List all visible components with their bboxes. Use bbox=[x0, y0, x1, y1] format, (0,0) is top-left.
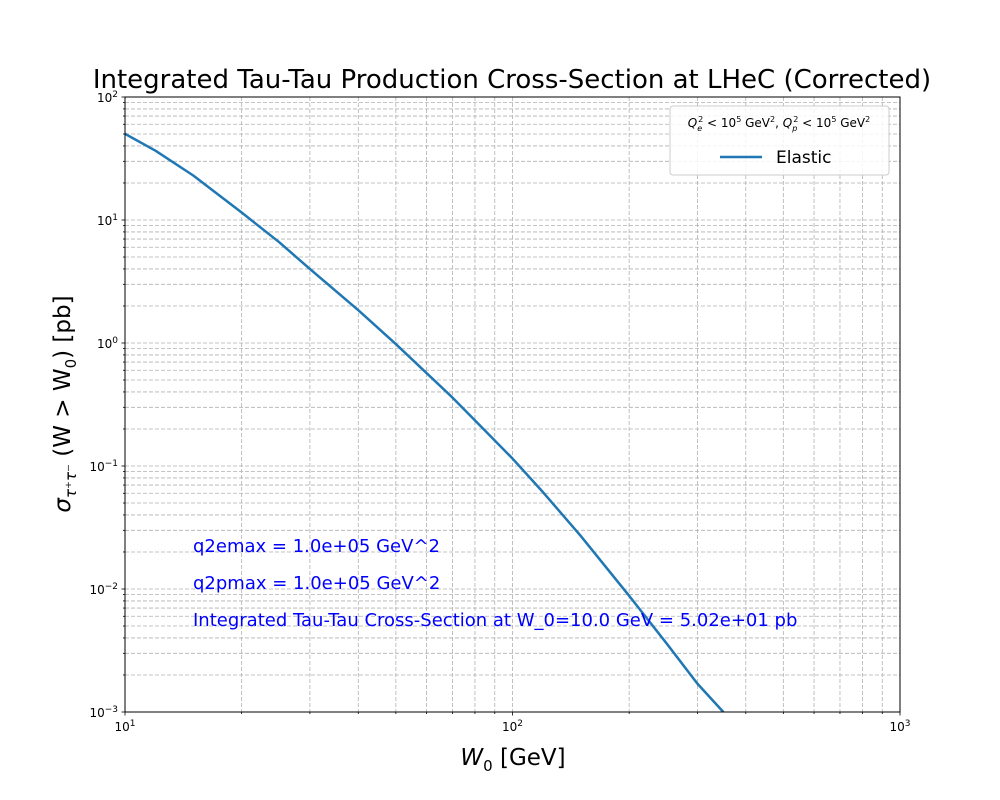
legend: Qe2 < 105 GeV2, Qp2 < 105 GeV2 Elastic bbox=[669, 105, 890, 176]
annotation-q2emax: q2emax = 1.0e+05 GeV^2 bbox=[193, 536, 440, 557]
series-layer bbox=[125, 132, 725, 712]
y-tick-label: 100 bbox=[97, 336, 118, 351]
legend-title: Qe2 < 105 GeV2, Qp2 < 105 GeV2 bbox=[688, 115, 870, 133]
annotation-q2pmax: q2pmax = 1.0e+05 GeV^2 bbox=[193, 573, 440, 594]
y-axis-label: στ⁺τ⁻ (W > W0) [pb] bbox=[50, 295, 80, 512]
x-axis-label: W0 [GeV] bbox=[460, 745, 565, 775]
grid bbox=[124, 96, 901, 713]
chart-title: Integrated Tau-Tau Production Cross-Sect… bbox=[93, 65, 931, 95]
annotation-integrated-cross-section: Integrated Tau-Tau Cross-Section at W_0=… bbox=[193, 610, 797, 631]
y-tick-label: 10−2 bbox=[89, 582, 118, 597]
y-tick-label: 10−3 bbox=[89, 705, 118, 720]
legend-entry-elastic: Elastic bbox=[776, 148, 831, 168]
x-tick-label: 101 bbox=[114, 719, 135, 734]
series-line-elastic bbox=[125, 132, 725, 712]
x-tick-label: 103 bbox=[889, 719, 910, 734]
y-tick-label: 102 bbox=[97, 90, 118, 105]
ticks: 101 102 103 10−3 10−2 10−1 100 101 102 bbox=[89, 90, 910, 734]
x-tick-label: 102 bbox=[502, 719, 523, 734]
y-tick-label: 101 bbox=[97, 213, 118, 228]
y-tick-label: 10−1 bbox=[89, 459, 118, 474]
